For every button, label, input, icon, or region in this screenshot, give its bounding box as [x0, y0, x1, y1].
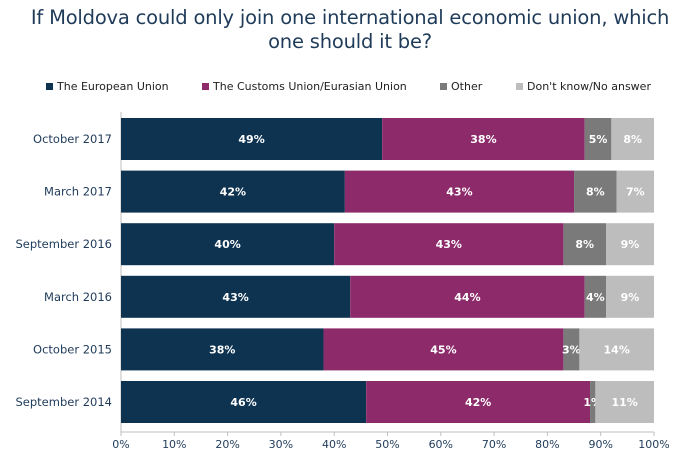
data-label: 42%: [465, 396, 491, 409]
data-label: 43%: [446, 186, 472, 199]
category-label: September 2014: [16, 395, 113, 409]
data-label: 5%: [589, 133, 608, 146]
bar-segment: [350, 275, 585, 318]
legend-swatch-customs-union: [202, 83, 209, 90]
bar-segment: [121, 170, 345, 213]
data-label: 40%: [214, 238, 240, 251]
data-label: 8%: [575, 238, 594, 251]
legend-label-dont-know: Don't know/No answer: [527, 80, 651, 93]
category-label: October 2015: [33, 342, 112, 356]
bar-segment: [579, 328, 654, 371]
x-tick-label: 90%: [588, 438, 612, 451]
bar-segment: [121, 223, 335, 266]
legend-item-dont-know: Don't know/No answer: [516, 80, 651, 93]
bar-segment: [121, 328, 324, 371]
bar-segment: [121, 381, 367, 423]
bar-segment: [606, 223, 654, 266]
data-label: 43%: [436, 238, 462, 251]
chart-title-line-2: one should it be?: [268, 30, 432, 53]
x-tick-label: 10%: [162, 438, 186, 451]
data-label: 45%: [430, 343, 456, 356]
chart-title-line-1: If Moldova could only join one internati…: [30, 6, 670, 29]
bar-segment: [382, 118, 585, 160]
bar-segment: [344, 170, 575, 213]
legend-swatch-other: [440, 83, 447, 90]
data-label: 14%: [604, 343, 630, 356]
legend-item-eu: The European Union: [46, 80, 169, 93]
bar-segment: [334, 223, 564, 266]
data-label: 3%: [562, 343, 581, 356]
data-label: 9%: [621, 238, 640, 251]
legend-label-eu: The European Union: [57, 80, 169, 93]
category-label: March 2017: [44, 185, 112, 199]
data-label: 38%: [470, 133, 496, 146]
bar-segment: [590, 381, 596, 423]
x-tick-label: 100%: [638, 438, 669, 451]
data-label: 11%: [612, 396, 638, 409]
x-tick-label: 20%: [215, 438, 239, 451]
bar-segment: [584, 118, 612, 160]
legend-label-customs-union: The Customs Union/Eurasian Union: [213, 80, 407, 93]
data-label: 4%: [586, 291, 605, 304]
bar-segment: [563, 328, 580, 371]
category-label: October 2017: [33, 132, 112, 146]
data-label: 9%: [621, 291, 640, 304]
x-tick-label: 30%: [269, 438, 293, 451]
x-tick-label: 0%: [112, 438, 129, 451]
data-label: 8%: [586, 186, 605, 199]
data-label: 42%: [220, 186, 246, 199]
data-label: 44%: [454, 291, 480, 304]
data-label: 49%: [238, 133, 264, 146]
x-tick-label: 40%: [322, 438, 346, 451]
data-label: 43%: [222, 291, 248, 304]
bar-segment: [366, 381, 591, 423]
x-tick-label: 70%: [482, 438, 506, 451]
bar-segment: [121, 118, 383, 160]
bar-segment: [323, 328, 564, 371]
bar-segment: [606, 275, 654, 318]
bar-segment: [611, 118, 654, 160]
data-label: 46%: [230, 396, 256, 409]
x-tick-label: 60%: [429, 438, 453, 451]
bar-segment: [595, 381, 654, 423]
chart-legend: The European Union The Customs Union/Eur…: [0, 80, 700, 94]
x-tick-label: 80%: [535, 438, 559, 451]
data-label: 38%: [209, 343, 235, 356]
bar-segment: [584, 275, 607, 318]
bar-segment: [563, 223, 607, 266]
data-label: 7%: [626, 186, 645, 199]
chart-title: If Moldova could only join one internati…: [0, 6, 700, 54]
legend-swatch-eu: [46, 83, 53, 90]
category-label: September 2016: [16, 237, 113, 251]
bar-segment: [616, 170, 654, 213]
category-label: March 2016: [44, 290, 112, 304]
legend-item-customs-union: The Customs Union/Eurasian Union: [202, 80, 407, 93]
legend-label-other: Other: [451, 80, 483, 93]
legend-swatch-dont-know: [516, 83, 523, 90]
x-tick-label: 50%: [375, 438, 399, 451]
legend-item-other: Other: [440, 80, 482, 93]
bar-segment: [574, 170, 617, 213]
bar-segment: [121, 275, 351, 318]
data-label: 8%: [623, 133, 642, 146]
